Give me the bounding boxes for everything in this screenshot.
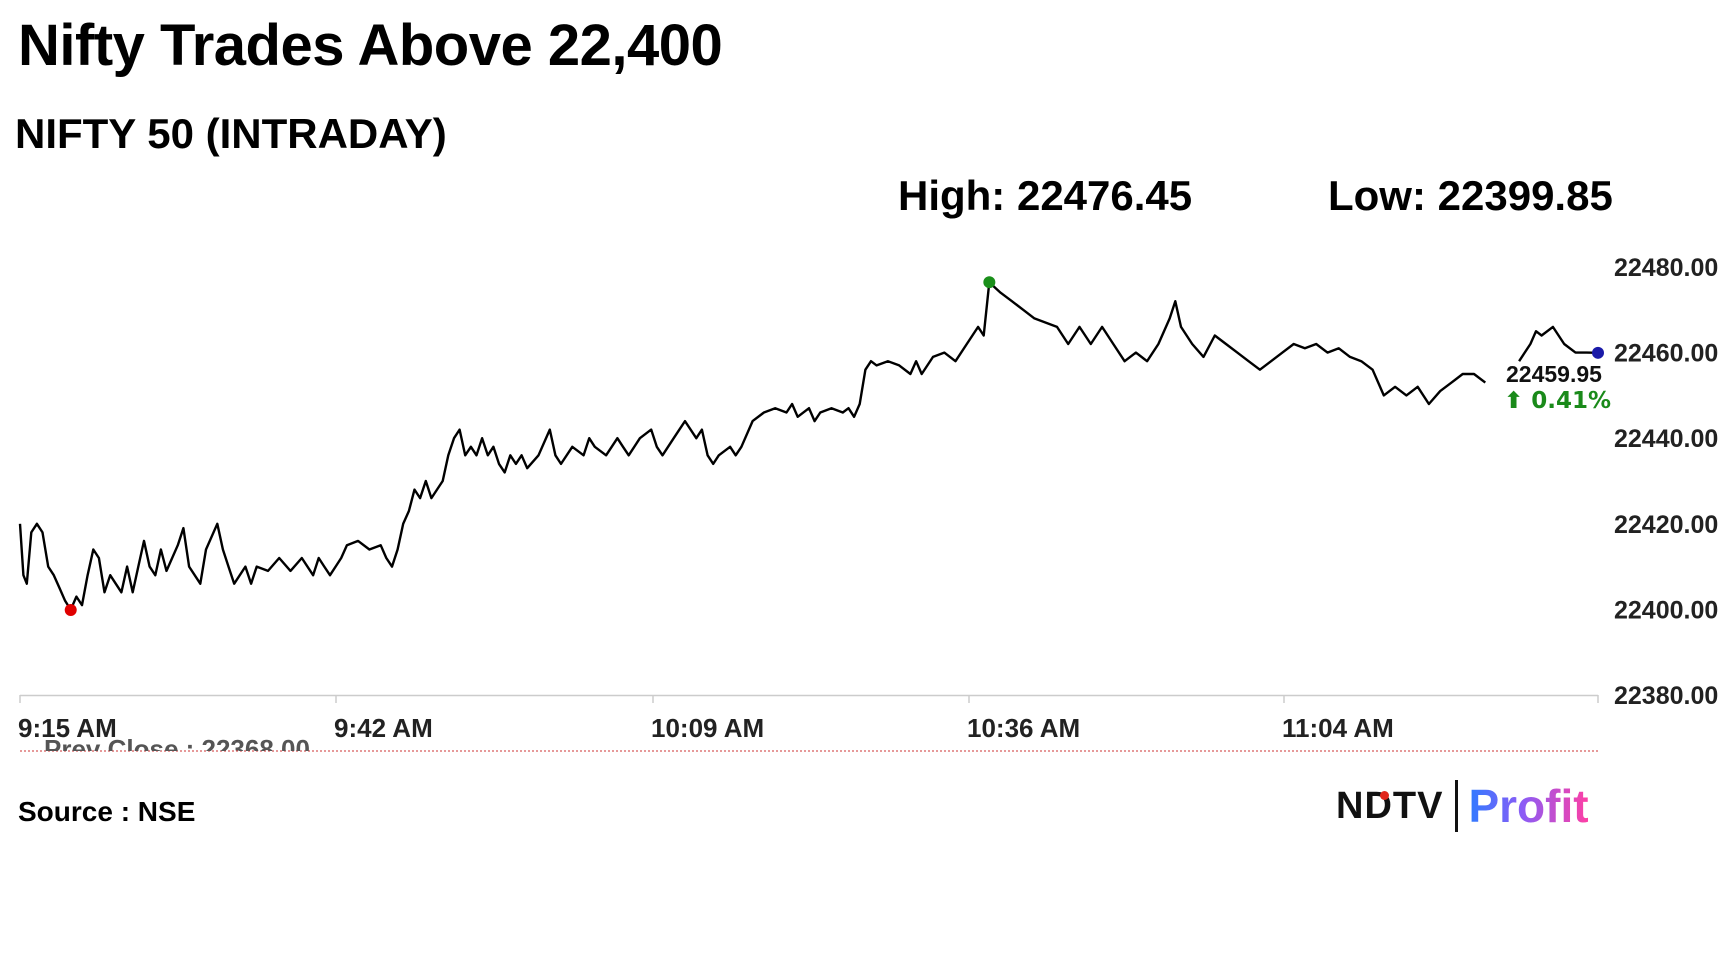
change-percent-label: ⬆ 0.41%: [1504, 388, 1611, 414]
x-tick-label: 10:36 AM: [967, 713, 1080, 743]
y-tick-label: 22420.00: [1614, 511, 1718, 539]
low-point-marker: [64, 604, 77, 617]
x-tick-label: 9:15 AM: [18, 713, 117, 743]
y-tick-label: 22380.00: [1614, 682, 1718, 710]
ndtv-wordmark: NDTV: [1336, 784, 1444, 827]
intraday-line-chart: 9:15 AM 9:42 AM 10:09 AM 10:36 AM 11:04 AM 22…: [18, 254, 1718, 764]
logo-divider: [1455, 780, 1459, 832]
y-tick-label: 22480.00: [1614, 254, 1718, 282]
prev-close-label: Prev Close : 22368.00: [44, 734, 310, 764]
low-value: Low: 22399.85: [1328, 172, 1613, 219]
price-series-line: [18, 281, 1599, 611]
x-tick-label: 9:42 AM: [334, 713, 433, 743]
x-tick-label: 10:09 AM: [651, 713, 764, 743]
headline: Nifty Trades Above 22,400: [18, 13, 723, 78]
last-point-marker: [1592, 346, 1604, 359]
logo-red-dot: [1380, 790, 1389, 800]
y-tick-label: 22440.00: [1614, 425, 1718, 453]
last-value-label: 22459.95: [1506, 361, 1602, 387]
high-point-marker: [983, 276, 996, 289]
y-tick-label: 22460.00: [1614, 340, 1718, 368]
x-tick-label: 11:04 AM: [1282, 713, 1394, 743]
high-value: High: 22476.45: [898, 172, 1193, 219]
chart-subtitle: NIFTY 50 (INTRADAY): [15, 110, 447, 157]
source-label: Source : NSE: [18, 796, 196, 827]
profit-wordmark: Profit: [1468, 780, 1589, 832]
ndtv-profit-logo: NDTV Profit: [1336, 778, 1589, 834]
y-tick-label: 22400.00: [1614, 596, 1718, 624]
